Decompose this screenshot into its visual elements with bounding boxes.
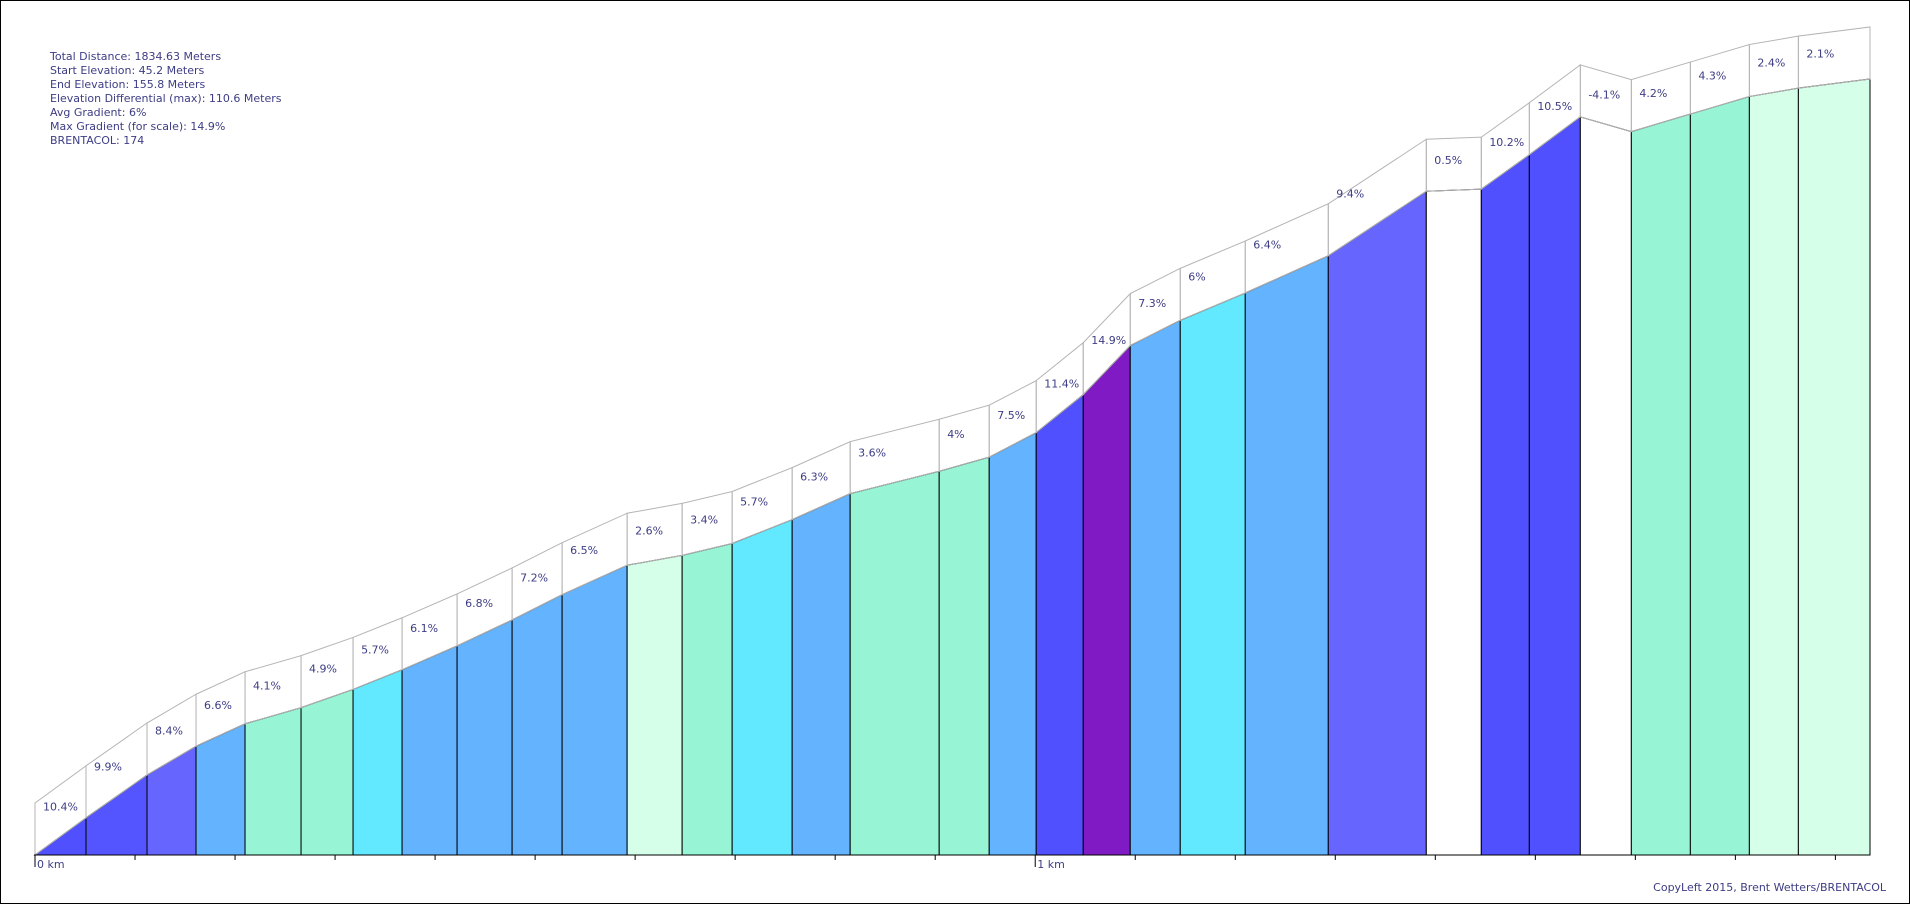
gradient-label: 10.4% [43,800,78,813]
profile-segment [1748,87,1799,856]
profile-segment [938,456,990,856]
gradient-label: 10.2% [1489,136,1524,149]
profile-segment [1425,188,1482,856]
profile-segment [731,518,793,856]
gradient-label: 5.7% [740,496,768,509]
start-elevation: Start Elevation: 45.2 Meters [50,64,205,77]
gradient-label: -4.1% [1588,88,1620,101]
profile-segment [1528,115,1581,856]
profile-segment [244,706,302,856]
max-gradient: Max Gradient (for scale): 14.9% [50,120,226,133]
profile-segment [1797,78,1871,856]
profile-segment [1579,116,1632,856]
x-tick-label: 1 km [1037,858,1065,871]
copyright-notice: CopyLeft 2015, Brent Wetters/BRENTACOL [1653,881,1886,894]
profile-segment [791,492,851,856]
profile-segment [1035,393,1084,856]
profile-segment [1244,255,1329,856]
profile-segment [1630,113,1691,856]
gradient-label: 10.5% [1537,100,1572,113]
gradient-label: 3.4% [690,513,718,526]
gradient-label: 6.4% [1253,238,1281,251]
profile-segment [626,554,683,856]
gradient-label: 9.9% [94,760,122,773]
gradient-label: 6% [1188,271,1205,284]
gradient-label: 4.3% [1698,69,1726,82]
profile-segment [1327,190,1427,856]
gradient-label: 9.4% [1336,188,1364,201]
gradient-label: 4.2% [1639,87,1667,100]
profile-segment [1689,95,1750,856]
total-distance: Total Distance: 1834.63 Meters [50,50,222,63]
brentacol-score: BRENTACOL: 174 [50,134,145,147]
profile-segment [1480,153,1530,856]
gradient-label: 4% [947,428,964,441]
profile-segment [1129,319,1181,856]
x-tick-label: 0 km [37,858,65,871]
profile-segment [1082,344,1131,856]
gradient-label: 6.1% [410,622,438,635]
stats-panel: Total Distance: 1834.63 Meters Start Ele… [50,50,281,148]
gradient-label: 2.4% [1757,56,1785,69]
profile-segment [681,542,733,856]
gradient-label: 8.4% [155,725,183,738]
profile-segment [85,774,148,856]
profile-segment [352,669,403,856]
gradient-label: 4.9% [309,663,337,676]
gradient-label: 2.1% [1806,48,1834,61]
gradient-label-bands: 10.4% 9.9% 8.4% 6.6% 4.1% 4.9% 5.7% 6.1% 6.8% 7.2… [34,26,1871,856]
profile-segments [33,78,1871,856]
profile-segment [1179,292,1246,856]
gradient-label: 6.5% [570,544,598,557]
profile-segment [456,619,513,856]
elevation-differential: Elevation Differential (max): 110.6 Mete… [50,92,282,105]
gradient-label: 2.6% [635,524,663,537]
gradient-label: 6.6% [204,699,232,712]
avg-gradient: Avg Gradient: 6% [50,106,147,119]
profile-segment [401,645,458,856]
gradient-label: 4.1% [253,680,281,693]
profile-segment [849,470,940,856]
gradient-label: 7.5% [997,409,1025,422]
gradient-label: 0.5% [1434,154,1462,167]
profile-segment [146,745,197,856]
gradient-label: 11.4% [1044,378,1079,391]
gradient-label: 7.3% [1138,297,1166,310]
x-axis: 0 km 1 km [34,854,1870,871]
end-elevation: End Elevation: 155.8 Meters [50,78,206,91]
gradient-label: 5.7% [361,644,389,657]
gradient-band [1797,26,1871,89]
gradient-label: 7.2% [520,571,548,584]
gradient-label: 6.3% [800,471,828,484]
profile-segment [300,688,354,856]
gradient-label: 3.6% [858,446,886,459]
gradient-label: 14.9% [1091,334,1126,347]
profile-segment [561,564,628,856]
profile-segment [511,593,563,856]
profile-segment [195,723,246,856]
profile-segment [988,431,1037,856]
gradient-label: 6.8% [465,597,493,610]
